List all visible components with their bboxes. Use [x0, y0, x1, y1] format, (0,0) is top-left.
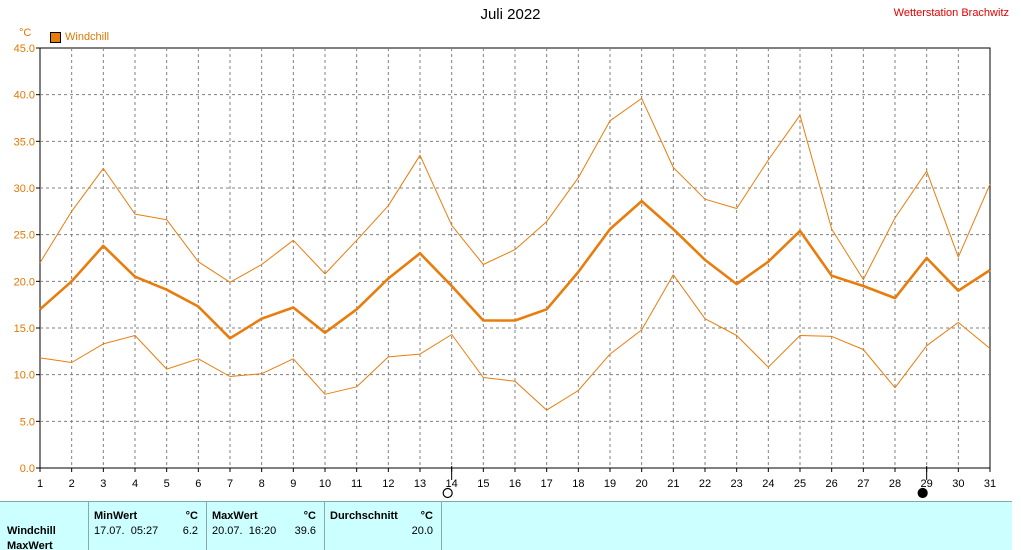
legend-label: Windchill — [65, 31, 110, 43]
y-tick-label: 15.0 — [14, 323, 35, 335]
x-tick-label: 2 — [69, 478, 75, 490]
y-tick-label: 10.0 — [14, 370, 35, 382]
legend: Windchill — [50, 31, 109, 43]
x-tick-label: 25 — [794, 478, 806, 490]
x-tick-label: 27 — [857, 478, 869, 490]
y-tick-label: 40.0 — [14, 90, 35, 102]
x-tick-label: 16 — [509, 478, 521, 490]
x-tick-label: 10 — [319, 478, 331, 490]
chart-title: Juli 2022 — [480, 6, 541, 23]
windchill-chart: 0.05.010.015.020.025.030.035.040.045.01 2… — [14, 43, 996, 499]
x-tick-label: 29 — [921, 478, 933, 490]
max-value: 39.6 — [294, 525, 316, 537]
y-tick-label: 25.0 — [14, 230, 35, 242]
x-tick-label: 11 — [351, 478, 362, 490]
station-name: Wetterstation Brachwitz — [893, 7, 1009, 19]
series-line-max — [39, 97, 991, 283]
x-tick-label: 18 — [572, 478, 584, 490]
x-tick-label: 1 — [37, 478, 43, 490]
x-tick-label: 31 — [984, 478, 996, 490]
y-tick-label: 30.0 — [14, 183, 35, 195]
x-tick-label: 4 — [132, 478, 138, 490]
y-tick-label: 5.0 — [20, 416, 35, 428]
legend-swatch — [50, 31, 61, 43]
x-tick-label: 20 — [636, 478, 648, 490]
x-tick-label: 24 — [762, 478, 774, 490]
stats-avg-column: Durchschnitt °C 20.0 — [325, 502, 442, 550]
x-tick-label: 13 — [414, 478, 426, 490]
x-tick-label: 8 — [259, 478, 265, 490]
min-header: MinWert — [94, 510, 138, 522]
y-tick-label: 0.0 — [20, 463, 35, 475]
max-unit: °C — [303, 510, 316, 522]
x-tick-label: 26 — [826, 478, 838, 490]
x-tick-label: 15 — [477, 478, 489, 490]
max-time: 20.07. 16:20 — [212, 525, 277, 537]
x-tick-label: 19 — [604, 478, 616, 490]
x-tick-label: 17 — [541, 478, 553, 490]
x-tick-label: 14 — [446, 478, 458, 490]
stats-next-row-label: MaxWert — [7, 540, 53, 550]
avg-value: 20.0 — [411, 525, 433, 537]
x-tick-label: 30 — [952, 478, 964, 490]
avg-unit: °C — [420, 510, 433, 522]
stats-panel: Windchill MaxWert MinWert °C 17.07. 05:2… — [0, 501, 1012, 550]
full-moon-icon — [442, 487, 453, 499]
x-tick-label: 5 — [164, 478, 170, 490]
y-tick-label: 20.0 — [14, 276, 35, 288]
x-tick-label: 21 — [667, 478, 679, 490]
y-tick-label: 35.0 — [14, 136, 35, 148]
stats-row-label: Windchill — [7, 525, 56, 537]
stats-max-column: MaxWert °C 20.07. 16:20 39.6 — [207, 502, 325, 550]
series-line-avg — [39, 199, 991, 340]
x-tick-label: 12 — [382, 478, 394, 490]
max-header: MaxWert — [212, 510, 258, 522]
y-tick-label: 45.0 — [14, 43, 35, 55]
stats-min-column: MinWert °C 17.07. 05:27 6.2 — [89, 502, 207, 550]
x-tick-label: 7 — [227, 478, 233, 490]
series-line-min — [39, 274, 991, 411]
x-tick-label: 28 — [889, 478, 901, 490]
x-tick-label: 9 — [290, 478, 296, 490]
new-moon-icon — [917, 487, 928, 499]
x-tick-label: 6 — [195, 478, 201, 490]
x-tick-label: 3 — [100, 478, 106, 490]
avg-header: Durchschnitt — [330, 510, 398, 522]
min-time: 17.07. 05:27 — [94, 525, 159, 537]
stats-label-column: Windchill MaxWert — [0, 502, 89, 550]
x-tick-label: 22 — [699, 478, 711, 490]
y-axis-unit: °C — [19, 27, 32, 39]
min-unit: °C — [185, 510, 198, 522]
min-value: 6.2 — [182, 525, 198, 537]
x-tick-label: 23 — [731, 478, 743, 490]
